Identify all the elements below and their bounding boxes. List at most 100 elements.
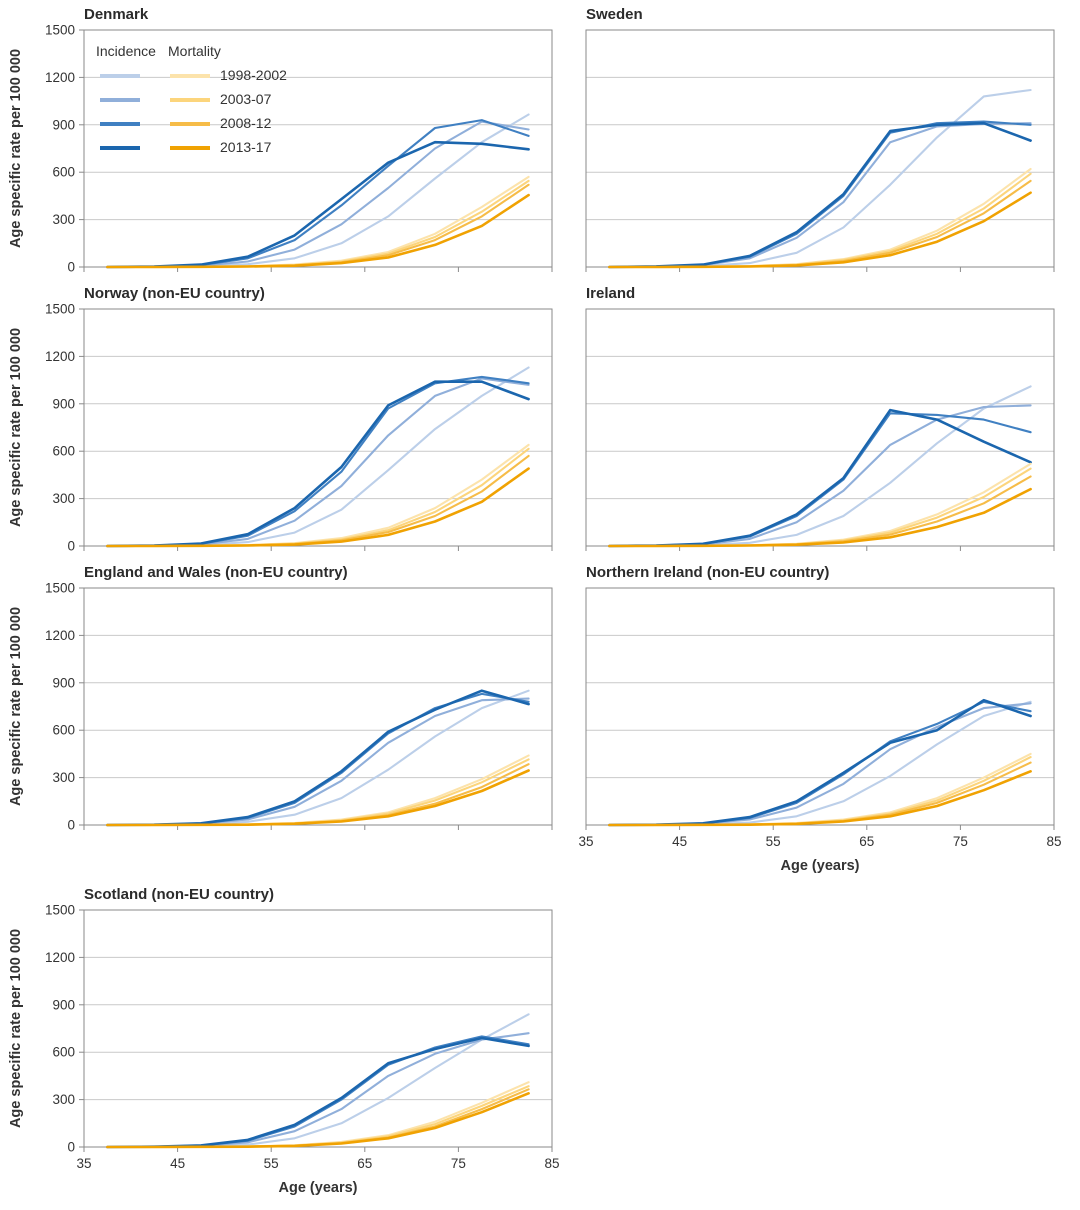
line-mortality-2008-12 (106, 183, 530, 269)
line-mortality-2008-12 (608, 761, 1032, 827)
panel-title: England and Wales (non-EU country) (84, 564, 348, 581)
plot-frame (585, 587, 1055, 826)
y-tick-label: 600 (52, 723, 75, 738)
chart-panel-england-and-wales-non-eu-country: England and Wales (non-EU country) 0 300 60… (4, 560, 560, 882)
empty-cell (572, 882, 1078, 1204)
line-mortality-2013-17 (608, 191, 1032, 269)
panel-norway-non-eu-country-chart: Norway (non-EU country) 0 300 600 900 1200 150… (8, 285, 553, 554)
line-mortality-2013-17 (608, 487, 1032, 548)
line-incidence-2013-17 (106, 689, 530, 827)
panel-title: Sweden (586, 6, 643, 23)
chart-panel-scotland-non-eu-country: Scotland (non-EU country) 0 300 600 900 1200 1… (4, 882, 560, 1204)
legend-period-label: 2003-07 (220, 91, 272, 107)
legend-period-label: 1998-2002 (220, 67, 287, 83)
line-mortality-2008-12 (608, 179, 1032, 269)
x-tick-label: 85 (544, 1156, 559, 1171)
x-tick-label: 75 (451, 1156, 466, 1171)
panel-title: Norway (non-EU country) (84, 285, 265, 302)
panel-denmark-chart: Denmark 0 300 600 900 1200 1500 Age specific ra… (8, 6, 553, 275)
line-incidence-1998-2002 (106, 1013, 530, 1149)
line-mortality-2008-12 (106, 454, 530, 548)
line-incidence-2013-17 (106, 380, 530, 548)
y-axis-title: Age specific rate per 100 000 (8, 328, 24, 527)
y-tick-label: 300 (52, 770, 75, 785)
y-tick-label: 1200 (45, 628, 75, 643)
y-tick-label: 900 (52, 117, 75, 132)
y-tick-label: 1500 (45, 302, 75, 317)
panel-ireland-chart: Ireland (585, 285, 1055, 551)
line-mortality-2013-17 (106, 193, 530, 269)
plot-frame (585, 308, 1055, 547)
line-mortality-2003-07 (106, 447, 530, 548)
y-tick-label: 600 (52, 444, 75, 459)
legend-header-mortality: Mortality (168, 43, 221, 59)
x-tick-label: 35 (578, 834, 593, 849)
plot-frame (83, 308, 553, 547)
x-axis-title: Age (years) (279, 1180, 358, 1196)
legend: Incidence Mortality 1998-2002 2003-07 2008-1… (96, 43, 287, 155)
y-tick-label: 900 (52, 675, 75, 690)
panel-sweden-chart: Sweden (585, 6, 1055, 272)
y-tick-label: 900 (52, 396, 75, 411)
chart-panel-ireland: Ireland (572, 281, 1078, 560)
y-tick-label: 1500 (45, 903, 75, 918)
line-incidence-1998-2002 (106, 366, 530, 548)
x-tick-label: 45 (672, 834, 687, 849)
panel-title: Denmark (84, 6, 149, 23)
line-mortality-2013-17 (608, 770, 1032, 827)
panel-northern-ireland-non-eu-country-chart: Northern Ireland (non-EU country) 35 45 55 6… (578, 564, 1061, 874)
legend-header-incidence: Incidence (96, 43, 156, 59)
line-incidence-2008-12 (608, 120, 1032, 269)
plot-frame (83, 29, 553, 268)
y-axis-title: Age specific rate per 100 000 (8, 929, 24, 1128)
line-mortality-2013-17 (106, 467, 530, 548)
y-tick-label: 1200 (45, 349, 75, 364)
y-tick-label: 300 (52, 212, 75, 227)
y-tick-label: 1500 (45, 23, 75, 38)
x-tick-label: 85 (1046, 834, 1061, 849)
y-tick-label: 0 (67, 818, 75, 833)
x-axis-title: Age (years) (781, 858, 860, 874)
chart-panel-northern-ireland-non-eu-country: Northern Ireland (non-EU country) 35 45 55 6… (572, 560, 1078, 882)
charts-grid: Denmark 0 300 600 900 1200 1500 Age specific ra… (4, 2, 1080, 1204)
legend-period-label: 2013-17 (220, 139, 272, 155)
y-tick-label: 900 (52, 997, 75, 1012)
y-tick-label: 300 (52, 491, 75, 506)
chart-panel-denmark: Denmark 0 300 600 900 1200 1500 Age specific ra… (4, 2, 560, 281)
line-incidence-1998-2002 (608, 700, 1032, 827)
x-tick-label: 75 (953, 834, 968, 849)
line-incidence-1998-2002 (106, 113, 530, 269)
line-incidence-2013-17 (608, 121, 1032, 269)
legend-period-label: 2008-12 (220, 115, 272, 131)
line-mortality-1998-2002 (106, 754, 530, 827)
x-tick-label: 65 (859, 834, 874, 849)
x-tick-label: 35 (76, 1156, 91, 1171)
line-incidence-1998-2002 (608, 88, 1032, 269)
y-tick-label: 0 (67, 1140, 75, 1155)
panel-title: Ireland (586, 285, 635, 302)
y-tick-label: 300 (52, 1092, 75, 1107)
line-incidence-2003-07 (608, 702, 1032, 827)
y-axis-title: Age specific rate per 100 000 (8, 607, 24, 806)
y-tick-label: 600 (52, 165, 75, 180)
line-incidence-2013-17 (106, 140, 530, 269)
plot-frame (585, 29, 1055, 268)
x-tick-label: 55 (766, 834, 781, 849)
line-mortality-2008-12 (608, 475, 1032, 548)
x-tick-label: 45 (170, 1156, 185, 1171)
y-tick-label: 1200 (45, 950, 75, 965)
panel-england-and-wales-non-eu-country-chart: England and Wales (non-EU country) 0 300 60… (8, 564, 553, 833)
y-axis-title: Age specific rate per 100 000 (8, 49, 24, 248)
line-incidence-2008-12 (608, 700, 1032, 827)
line-mortality-2013-17 (106, 769, 530, 827)
line-incidence-1998-2002 (106, 689, 530, 827)
x-tick-label: 55 (264, 1156, 279, 1171)
y-tick-label: 0 (67, 539, 75, 554)
line-incidence-2003-07 (608, 122, 1032, 269)
chart-panel-sweden: Sweden (572, 2, 1078, 281)
y-tick-label: 1200 (45, 70, 75, 85)
y-tick-label: 1500 (45, 581, 75, 596)
x-tick-label: 65 (357, 1156, 372, 1171)
line-incidence-2013-17 (608, 698, 1032, 827)
